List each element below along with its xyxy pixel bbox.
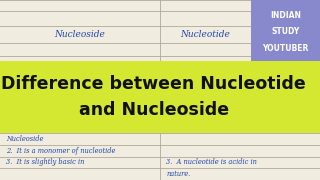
Text: INDIAN: INDIAN xyxy=(270,11,301,20)
Text: nature.: nature. xyxy=(166,170,191,178)
Text: Difference between Nucleotide: Difference between Nucleotide xyxy=(1,75,306,93)
Bar xyxy=(0,61,320,133)
Text: 2.  It is a monomer of nucleotide: 2. It is a monomer of nucleotide xyxy=(6,147,116,155)
Text: YOUTUBER: YOUTUBER xyxy=(262,44,309,53)
Bar xyxy=(251,0,320,61)
Bar xyxy=(0,0,320,61)
Text: 3.  A nucleotide is acidic in: 3. A nucleotide is acidic in xyxy=(166,158,257,166)
Text: Nucleoside: Nucleoside xyxy=(6,135,44,143)
Text: 3.  It is slightly basic in: 3. It is slightly basic in xyxy=(6,158,85,166)
Text: STUDY: STUDY xyxy=(271,27,300,36)
Text: Nucleoside: Nucleoside xyxy=(55,30,105,39)
Text: Nucleotide: Nucleotide xyxy=(181,30,230,39)
Bar xyxy=(0,133,320,180)
Text: and Nucleoside: and Nucleoside xyxy=(78,101,229,119)
